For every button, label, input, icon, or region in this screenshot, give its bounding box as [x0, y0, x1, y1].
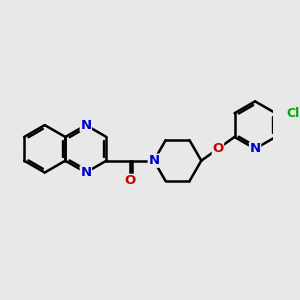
Text: N: N [80, 166, 92, 179]
Text: N: N [80, 118, 92, 132]
Text: N: N [250, 142, 261, 155]
Text: N: N [148, 154, 159, 167]
Text: O: O [212, 142, 224, 155]
Text: O: O [124, 174, 136, 187]
Text: Cl: Cl [287, 107, 300, 120]
